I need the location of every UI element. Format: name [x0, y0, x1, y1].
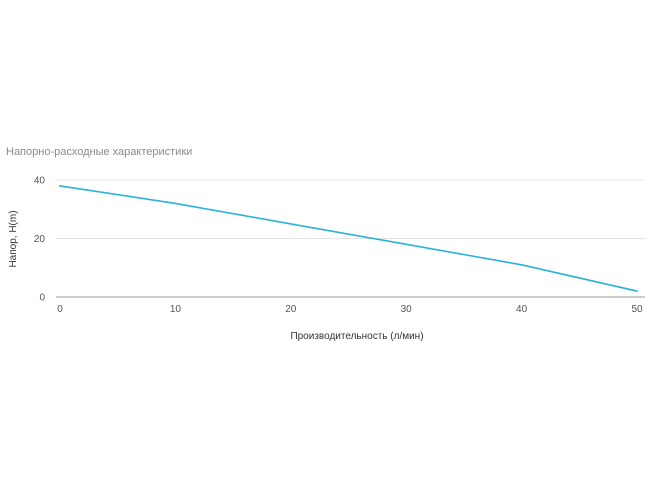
data-point: [636, 290, 638, 292]
data-point: [174, 202, 177, 205]
data-point: [520, 264, 523, 266]
chart-title: Напорно-расходные характеристики: [6, 146, 192, 158]
x-axis-label: Производительность (л/мин): [290, 331, 423, 342]
x-tick-label: 20: [285, 304, 297, 315]
y-tick-labels: 0 20 40: [34, 176, 46, 304]
series-line: [59, 185, 638, 292]
x-tick-label: 40: [516, 304, 528, 315]
data-point: [405, 243, 408, 246]
x-tick-labels: 0 10 20 30 40 50: [57, 304, 643, 315]
y-tick-label: 20: [34, 234, 46, 245]
x-tick-label: 50: [631, 304, 643, 315]
y-tick-label: 40: [34, 176, 46, 187]
x-tick-label: 30: [401, 304, 413, 315]
data-point: [59, 185, 61, 187]
grid: [56, 179, 645, 239]
x-tick-label: 10: [170, 304, 182, 315]
series-group: [59, 185, 638, 292]
y-axis-label: Напор, H(m): [8, 210, 19, 267]
y-tick-label: 0: [39, 293, 45, 304]
x-tick-label: 0: [57, 304, 63, 315]
data-point: [290, 223, 292, 225]
